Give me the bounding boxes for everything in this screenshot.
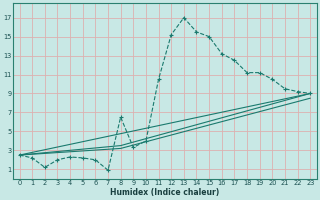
X-axis label: Humidex (Indice chaleur): Humidex (Indice chaleur) <box>110 188 220 197</box>
